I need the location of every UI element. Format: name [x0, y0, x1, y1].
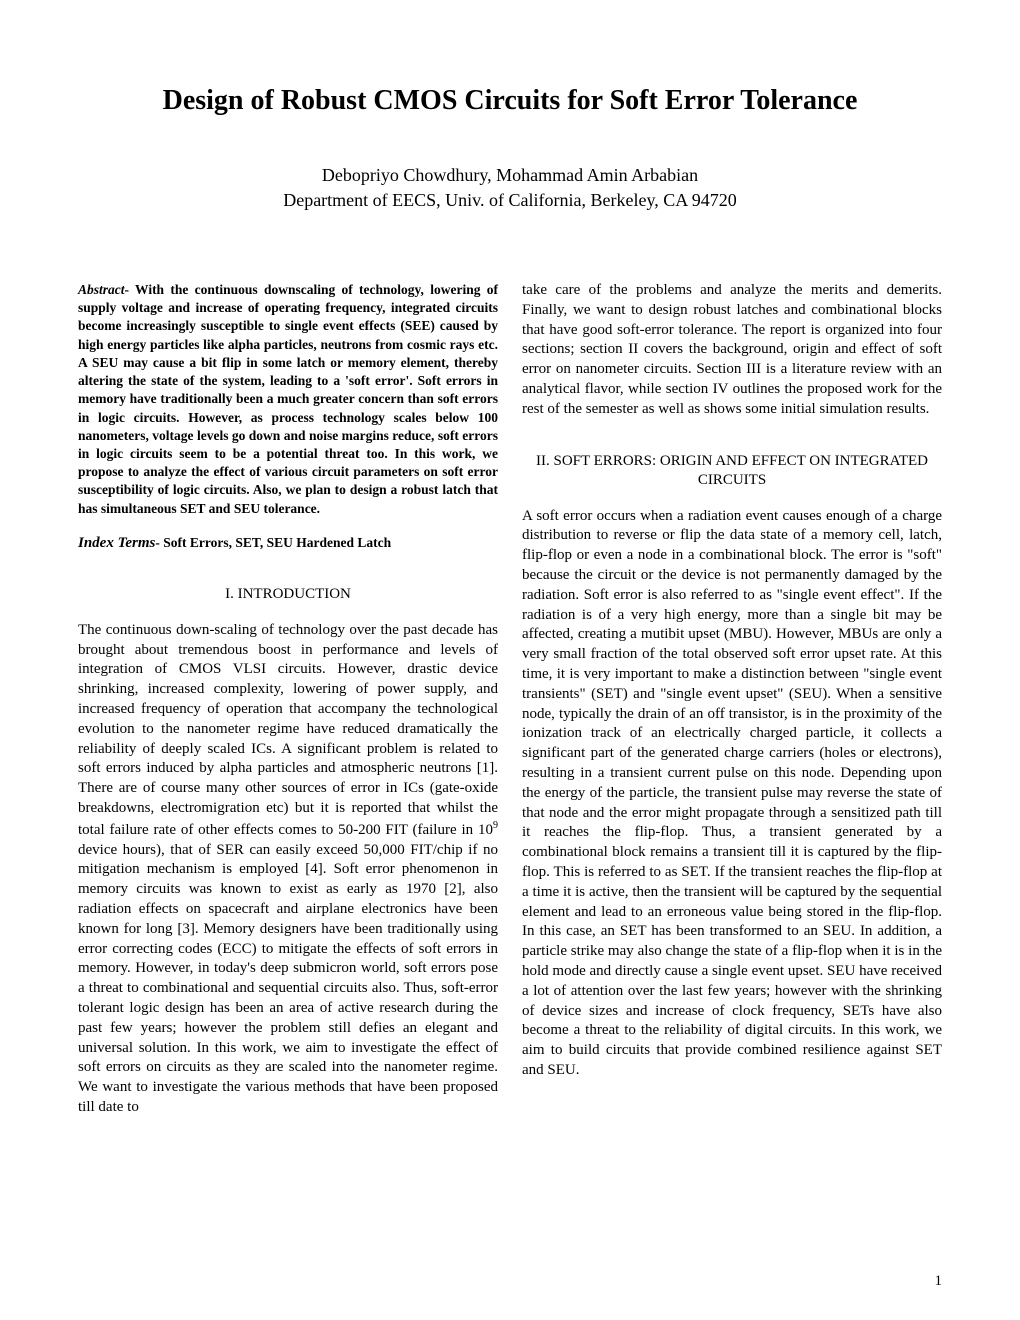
superscript-9: 9 — [493, 820, 498, 831]
section-1-body-part-a: The continuous down-scaling of technolog… — [78, 622, 498, 838]
two-column-layout: Abstract- With the continuous downscalin… — [78, 281, 942, 1118]
section-2-heading: II. SOFT ERRORS: ORIGIN AND EFFECT ON IN… — [522, 452, 942, 491]
index-terms-label: Index Terms — [78, 535, 155, 551]
section-1-body-part-b: device hours), that of SER can easily ex… — [78, 842, 498, 1115]
column-2-continuation: take care of the problems and analyze th… — [522, 281, 942, 420]
paper-authors: Debopriyo Chowdhury, Mohammad Amin Arbab… — [78, 165, 942, 186]
section-1-body: The continuous down-scaling of technolog… — [78, 621, 498, 1118]
abstract-block: Abstract- With the continuous downscalin… — [78, 281, 498, 518]
abstract-label: Abstract — [78, 282, 125, 297]
paper-title: Design of Robust CMOS Circuits for Soft … — [78, 85, 942, 117]
section-2-body: A soft error occurs when a radiation eve… — [522, 507, 942, 1081]
abstract-content: - With the continuous downscaling of tec… — [78, 282, 498, 516]
left-column: Abstract- With the continuous downscalin… — [78, 281, 498, 1118]
section-1-heading: I. INTRODUCTION — [78, 585, 498, 605]
index-terms-content: - Soft Errors, SET, SEU Hardened Latch — [155, 535, 391, 550]
index-terms-block: Index Terms- Soft Errors, SET, SEU Harde… — [78, 534, 498, 554]
paper-affiliation: Department of EECS, Univ. of California,… — [78, 190, 942, 211]
page-number: 1 — [935, 1273, 943, 1290]
right-column: take care of the problems and analyze th… — [522, 281, 942, 1118]
